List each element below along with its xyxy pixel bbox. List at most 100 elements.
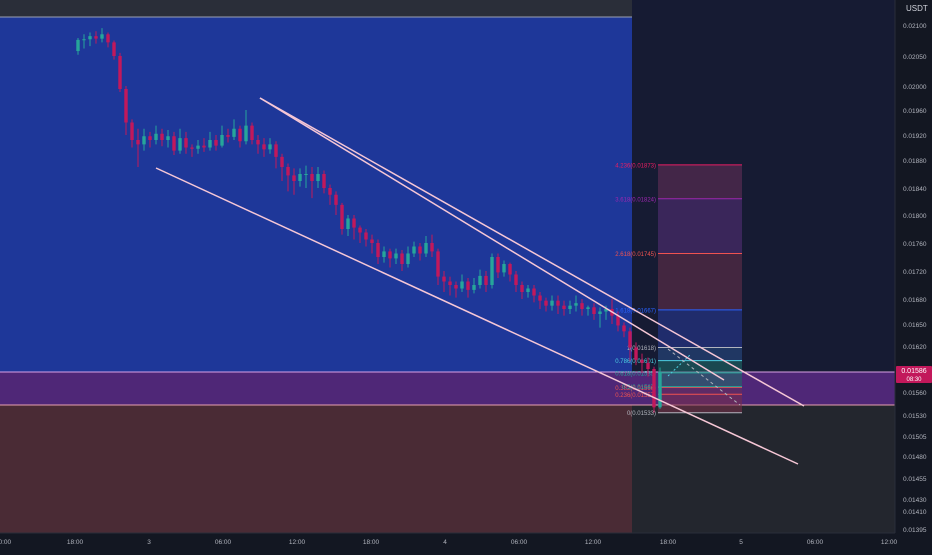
candle xyxy=(532,285,536,303)
candle xyxy=(568,300,572,314)
candle xyxy=(514,271,518,292)
fib-anchor-line[interactable] xyxy=(667,354,691,377)
candle-body xyxy=(562,305,566,309)
fib-band xyxy=(658,253,742,310)
fib-band xyxy=(658,164,742,199)
y-tick-label: 0.02000 xyxy=(903,84,927,91)
candle-body xyxy=(286,167,290,176)
candle-body xyxy=(628,331,632,348)
fib-level-label: 1(0.01618) xyxy=(627,346,656,352)
candle xyxy=(358,225,362,243)
candle xyxy=(364,229,368,247)
candle-body xyxy=(508,264,512,275)
candle-body xyxy=(202,145,206,148)
candle-body xyxy=(244,125,248,142)
candle-body xyxy=(514,274,518,285)
candle xyxy=(112,40,116,60)
y-tick-label: 0.01480 xyxy=(903,454,927,461)
candle xyxy=(598,307,602,328)
fib-level-label: 0.618(0.01585) xyxy=(615,371,656,377)
candle-body xyxy=(106,34,110,43)
candle-body xyxy=(472,285,476,290)
candle-body xyxy=(544,300,548,306)
price-axis[interactable]: USDT 0.02100 0.02050 0.02000 0.01960 0.01920… xyxy=(894,0,932,550)
x-tick-label: 06:00 xyxy=(807,539,824,546)
candle xyxy=(334,191,338,215)
candle xyxy=(298,168,302,187)
x-tick-label: 4 xyxy=(443,539,447,546)
y-tick-label: 0.02100 xyxy=(903,23,927,30)
candle-body xyxy=(298,174,302,181)
candle xyxy=(76,38,80,55)
candle xyxy=(340,202,344,235)
x-tick-label: 3 xyxy=(147,539,151,546)
candle-body xyxy=(196,145,200,149)
candle-body xyxy=(316,174,320,181)
candle-body xyxy=(232,128,236,137)
candle xyxy=(424,236,428,257)
candle xyxy=(406,246,410,268)
candle xyxy=(196,140,200,154)
candle xyxy=(232,119,236,140)
candle xyxy=(544,297,548,312)
x-tick-label: 06:00 xyxy=(215,539,232,546)
candle-body xyxy=(454,285,458,289)
x-tick-label: 18:00 xyxy=(67,539,84,546)
candle-body xyxy=(448,281,452,285)
candle-body xyxy=(280,156,284,167)
candle-body xyxy=(490,257,494,285)
candle xyxy=(292,168,296,195)
candle-body xyxy=(208,140,212,148)
candle xyxy=(454,281,458,298)
candle xyxy=(556,295,560,314)
y-tick-label: 0.01395 xyxy=(903,527,927,534)
blue-zone xyxy=(0,17,632,372)
candle-body xyxy=(136,140,140,145)
candle xyxy=(190,144,194,157)
candle-body xyxy=(292,175,296,181)
channel-lower-line[interactable] xyxy=(155,167,799,465)
x-tick-label: 18:00 xyxy=(363,539,380,546)
candle-body xyxy=(418,246,422,254)
channel-upper-line-2[interactable] xyxy=(259,97,725,381)
candle-body xyxy=(592,307,596,314)
candle-body xyxy=(178,138,182,151)
candle-body xyxy=(274,144,278,157)
candle xyxy=(142,128,146,151)
fib-level-label: 2.618(0.01745) xyxy=(615,252,656,258)
candle xyxy=(88,32,92,47)
candle-body xyxy=(526,288,530,292)
candle xyxy=(130,119,134,148)
x-tick-label: 12:00 xyxy=(585,539,602,546)
y-tick-label: 0.01760 xyxy=(903,241,927,248)
candle xyxy=(352,215,356,240)
candle-body xyxy=(346,218,350,229)
channel-upper-line[interactable] xyxy=(259,97,805,407)
candle xyxy=(136,128,140,167)
countdown-label: 08:30 xyxy=(906,377,922,383)
candle-body xyxy=(304,174,308,175)
candle xyxy=(388,248,392,268)
candle xyxy=(508,262,512,282)
candle-body xyxy=(358,227,362,233)
candle-body xyxy=(124,89,128,123)
candle xyxy=(328,184,332,205)
candle-body xyxy=(400,253,404,264)
candle xyxy=(274,141,278,169)
y-tick-label: 0.01620 xyxy=(903,344,927,351)
currency-label: USDT xyxy=(906,4,928,13)
y-tick-label: 0.01455 xyxy=(903,476,927,483)
candle-body xyxy=(376,243,380,257)
future-area-bottom xyxy=(632,405,895,533)
fib-band xyxy=(658,347,742,361)
candle-body xyxy=(238,128,242,142)
candle xyxy=(430,234,434,257)
candle xyxy=(304,165,308,188)
candle-body xyxy=(130,122,134,140)
trendlines[interactable] xyxy=(155,97,805,465)
candle-body xyxy=(394,253,398,259)
fib-level-label: 0.236(0.01557) xyxy=(615,393,656,399)
time-axis[interactable]: 00:00 18:00 3 06:00 12:00 18:00 4 06:00 12:00 18:… xyxy=(0,532,932,550)
